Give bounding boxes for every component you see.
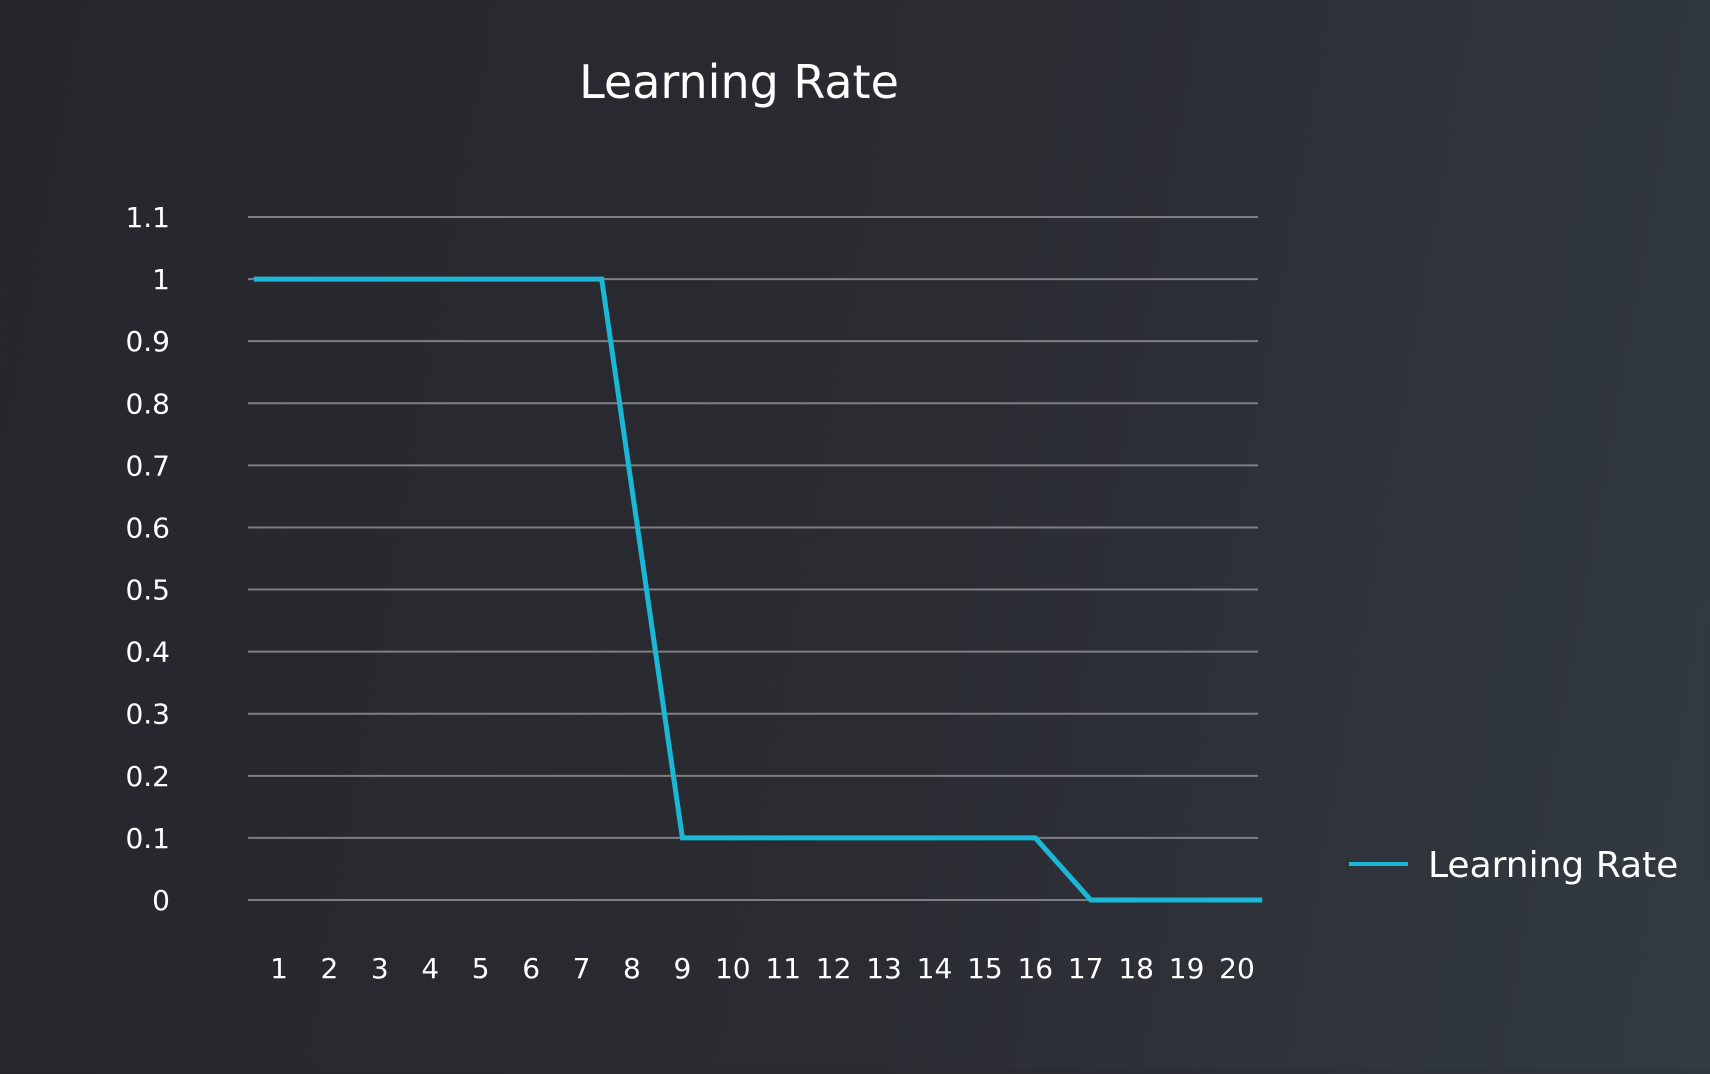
chart-title: Learning Rate: [579, 55, 899, 109]
x-tick-label: 15: [967, 952, 1003, 985]
x-tick-label: 8: [623, 952, 641, 985]
x-tick-label: 16: [1017, 952, 1053, 985]
y-tick-label: 0.8: [125, 387, 170, 420]
y-tick-label: 0: [152, 884, 170, 917]
y-tick-label: 0.3: [125, 698, 170, 731]
y-tick-label: 1.1: [125, 201, 170, 234]
x-tick-label: 11: [765, 952, 801, 985]
y-tick-label: 0.1: [125, 822, 170, 855]
x-tick-label: 12: [816, 952, 852, 985]
x-tick-label: 2: [321, 952, 339, 985]
legend-label: Learning Rate: [1428, 845, 1678, 886]
x-tick-label: 17: [1068, 952, 1104, 985]
grid: [248, 216, 1258, 901]
y-tick-label: 0.4: [125, 636, 170, 669]
x-tick-label: 10: [715, 952, 751, 985]
x-tick-label: 19: [1169, 952, 1205, 985]
x-tick-label: 1: [270, 952, 288, 985]
x-tick-label: 3: [371, 952, 389, 985]
x-tick-label: 13: [866, 952, 902, 985]
y-tick-label: 0.6: [125, 511, 170, 544]
y-tick-label: 1: [152, 263, 170, 296]
x-axis-ticks: 1 2 3 4 5 6 7 8 9 10 11 12 13 14 15 16 17 18 19 20: [270, 952, 1255, 985]
x-tick-label: 18: [1118, 952, 1154, 985]
legend: Learning Rate: [1349, 845, 1678, 886]
series-line: [253, 276, 1263, 903]
y-tick-label: 0.7: [125, 449, 170, 482]
x-tick-label: 20: [1219, 952, 1255, 985]
x-tick-label: 7: [573, 952, 591, 985]
y-tick-label: 0.9: [125, 325, 170, 358]
x-tick-label: 4: [421, 952, 439, 985]
y-tick-label: 0.5: [125, 574, 170, 607]
series-layer: [253, 276, 1263, 903]
x-tick-label: 5: [472, 952, 490, 985]
y-tick-label: 0.2: [125, 760, 170, 793]
x-tick-label: 14: [917, 952, 953, 985]
y-axis-ticks: 0 0.1 0.2 0.3 0.4 0.5 0.6 0.7 0.8 0.9 1 1.1: [125, 201, 170, 917]
x-tick-label: 9: [673, 952, 691, 985]
x-tick-label: 6: [522, 952, 540, 985]
